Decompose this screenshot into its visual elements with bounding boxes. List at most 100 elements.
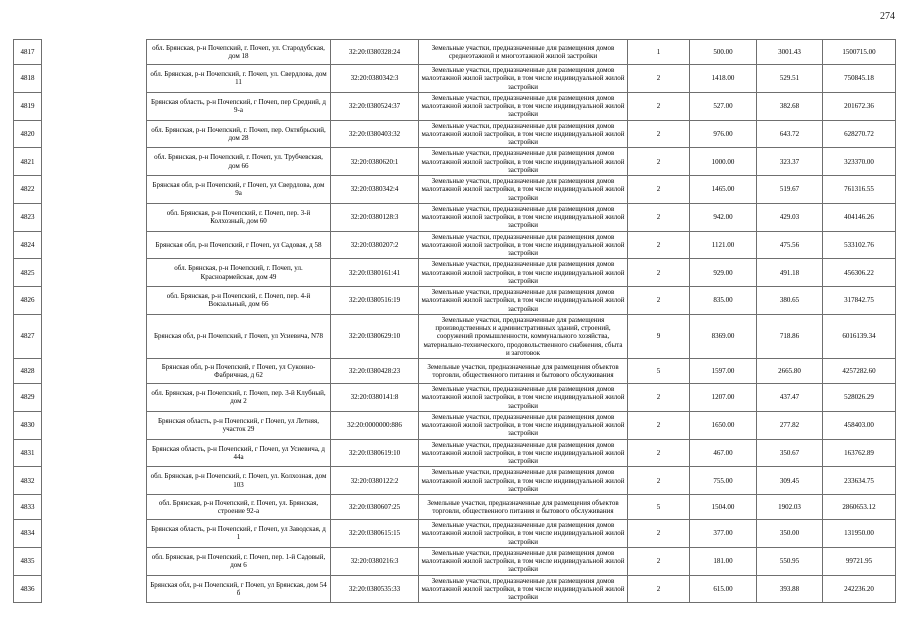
row-number-cell: 4825 (13, 258, 42, 287)
specific-value-cell: 529.51 (756, 64, 823, 93)
cadastral-value-cell: 628270.72 (822, 119, 896, 149)
count-cell: 2 (627, 286, 690, 315)
row-gap-spacer (42, 230, 146, 260)
area-cell: 1000.00 (689, 147, 757, 176)
cadastral-value-cell: 761316.55 (822, 175, 896, 204)
row-gap-spacer (42, 147, 146, 176)
row-number-cell: 4823 (13, 202, 42, 232)
address-cell: обл. Брянская, р-н Почепский, г. Почеп, … (146, 466, 331, 495)
cadastral-number-cell: 32:20:0380629:10 (330, 313, 419, 359)
cadastral-number-cell: 32:20:0380428:23 (330, 358, 419, 384)
cadastral-table: 4817 обл. Брянская, р-н Почепский, г. По… (13, 39, 896, 604)
count-cell: 2 (627, 258, 690, 287)
row-gap-spacer (42, 175, 146, 204)
address-cell: Брянская область, р-н Почепский, г Почеп… (146, 438, 331, 468)
row-number-cell: 4821 (13, 147, 42, 176)
row-number-cell: 4822 (13, 175, 42, 204)
row-gap-spacer (42, 91, 146, 121)
row-gap-spacer (42, 258, 146, 287)
cadastral-number-cell: 32:20:0380207:2 (330, 230, 419, 260)
area-cell: 1650.00 (689, 410, 757, 440)
row-number-cell: 4829 (13, 383, 42, 412)
cadastral-value-cell: 404146.26 (822, 202, 896, 232)
specific-value-cell: 429.03 (756, 202, 823, 232)
area-cell: 527.00 (689, 91, 757, 121)
address-cell: обл. Брянская, р-н Почепский, г. Почеп, … (146, 39, 331, 65)
land-category-cell: Земельные участки, предназначенные для р… (418, 119, 628, 149)
count-cell: 1 (627, 39, 690, 65)
row-number-cell: 4824 (13, 230, 42, 260)
count-cell: 5 (627, 358, 690, 384)
specific-value-cell: 350.00 (756, 519, 823, 548)
specific-value-cell: 277.82 (756, 410, 823, 440)
area-cell: 1121.00 (689, 230, 757, 260)
land-category-cell: Земельные участки, предназначенные для р… (418, 147, 628, 176)
cadastral-number-cell: 32:20:0380141:8 (330, 383, 419, 412)
count-cell: 2 (627, 175, 690, 204)
count-cell: 2 (627, 91, 690, 121)
row-number-cell: 4827 (13, 313, 42, 359)
cadastral-number-cell: 32:20:0380619:10 (330, 438, 419, 468)
land-category-cell: Земельные участки, предназначенные для р… (418, 519, 628, 548)
row-number-cell: 4836 (13, 574, 42, 604)
cadastral-number-cell: 32:20:0380524:37 (330, 91, 419, 121)
specific-value-cell: 393.88 (756, 574, 823, 604)
cadastral-value-cell: 99721.95 (822, 546, 896, 576)
count-cell: 2 (627, 574, 690, 604)
cadastral-value-cell: 4257282.60 (822, 358, 896, 384)
land-category-cell: Земельные участки, предназначенные для р… (418, 358, 628, 384)
row-number-cell: 4832 (13, 466, 42, 495)
area-cell: 976.00 (689, 119, 757, 149)
count-cell: 2 (627, 202, 690, 232)
count-cell: 5 (627, 494, 690, 520)
row-number-cell: 4835 (13, 546, 42, 576)
land-category-cell: Земельные участки, предназначенные для р… (418, 91, 628, 121)
row-gap-spacer (42, 494, 146, 520)
specific-value-cell: 475.56 (756, 230, 823, 260)
cadastral-number-cell: 32:20:0380403:32 (330, 119, 419, 149)
cadastral-number-cell: 32:20:0000000:886 (330, 410, 419, 440)
row-gap-spacer (42, 202, 146, 232)
row-number-cell: 4830 (13, 410, 42, 440)
address-cell: обл. Брянская, р-н Почепский, г. Почеп, … (146, 286, 331, 315)
address-cell: обл. Брянская, р-н Почепский, г. Почеп, … (146, 147, 331, 176)
count-cell: 2 (627, 147, 690, 176)
address-cell: обл. Брянская, р-н Почепский, г. Почеп, … (146, 202, 331, 232)
cadastral-number-cell: 32:20:0380615:15 (330, 519, 419, 548)
table-row: 4820 обл. Брянская, р-н Почепский, г. По… (13, 119, 896, 149)
row-number-cell: 4834 (13, 519, 42, 548)
area-cell: 8369.00 (689, 313, 757, 359)
row-number-cell: 4826 (13, 286, 42, 315)
area-cell: 181.00 (689, 546, 757, 576)
address-cell: Брянская область, р-н Почепский, г Почеп… (146, 519, 331, 548)
cadastral-number-cell: 32:20:0380216:3 (330, 546, 419, 576)
area-cell: 1465.00 (689, 175, 757, 204)
table-row: 4833 обл. Брянская, р-н Почепский, г. По… (13, 494, 896, 520)
area-cell: 1207.00 (689, 383, 757, 412)
specific-value-cell: 382.68 (756, 91, 823, 121)
cadastral-number-cell: 32:20:0380122:2 (330, 466, 419, 495)
specific-value-cell: 718.86 (756, 313, 823, 359)
specific-value-cell: 437.47 (756, 383, 823, 412)
row-number-cell: 4828 (13, 358, 42, 384)
cadastral-number-cell: 32:20:0380161:41 (330, 258, 419, 287)
address-cell: Брянская обл, р-н Почепский, г Почеп, ул… (146, 574, 331, 604)
cadastral-value-cell: 533102.76 (822, 230, 896, 260)
cadastral-value-cell: 750845.18 (822, 64, 896, 93)
land-category-cell: Земельные участки, предназначенные для р… (418, 313, 628, 359)
specific-value-cell: 643.72 (756, 119, 823, 149)
cadastral-value-cell: 317842.75 (822, 286, 896, 315)
specific-value-cell: 380.65 (756, 286, 823, 315)
land-category-cell: Земельные участки, предназначенные для р… (418, 175, 628, 204)
count-cell: 9 (627, 313, 690, 359)
cadastral-value-cell: 456306.22 (822, 258, 896, 287)
table-row: 4827 Брянская обл, р-н Почепский, г Поче… (13, 313, 896, 359)
row-number-cell: 4817 (13, 39, 42, 65)
table-row: 4830 Брянская область, р-н Почепский, г … (13, 410, 896, 440)
count-cell: 2 (627, 466, 690, 495)
address-cell: обл. Брянская, р-н Почепский, г. Почеп, … (146, 258, 331, 287)
area-cell: 377.00 (689, 519, 757, 548)
area-cell: 755.00 (689, 466, 757, 495)
cadastral-value-cell: 2860653.12 (822, 494, 896, 520)
